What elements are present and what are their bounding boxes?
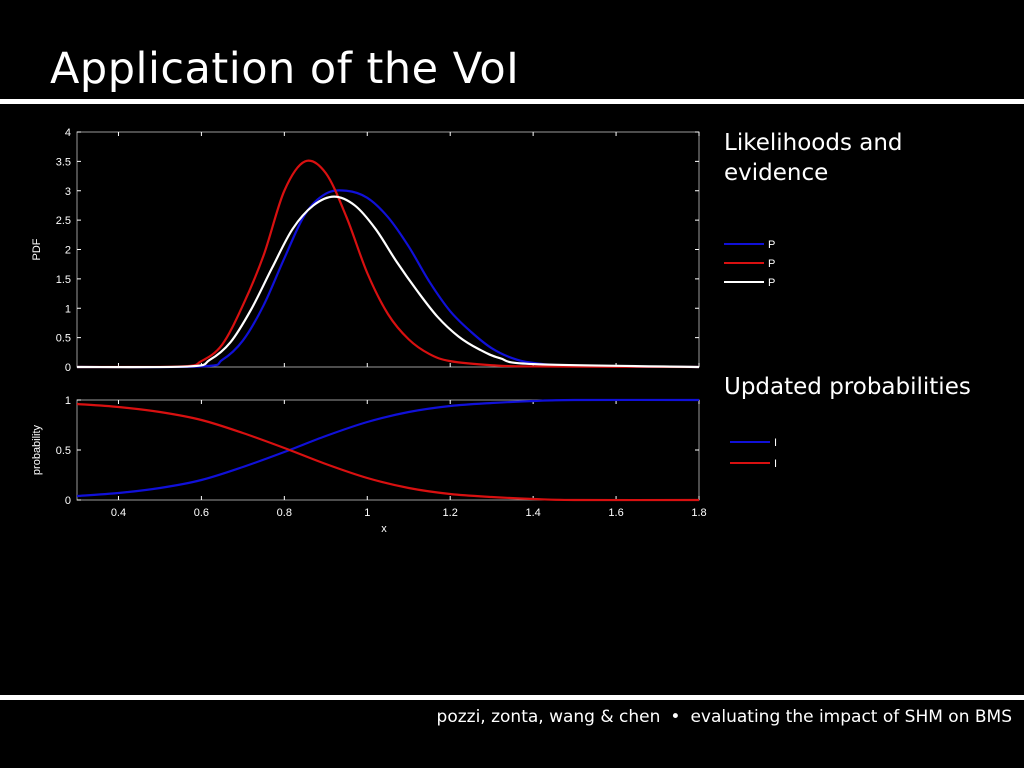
y-tick-label: 3.5 [56,156,71,168]
y-tick-label: 0.5 [56,333,71,345]
probability-plot: 0 0.5 1 0.4 0.6 0.8 1 1.2 1.4 1.6 1.8 probability x [31,395,707,535]
legend-label: I [774,437,777,449]
x-tick-label: 0.4 [111,507,126,519]
chart-area: 0 0.5 1 1.5 2 2.5 3 3.5 4 PDF 0 0.5 1 0.4 0.6 0.8 1 1.2 1… [31,127,777,535]
y-tick-label: 2.5 [56,215,71,227]
updated-probabilities-label: Updated probabilities [724,374,971,400]
bottom-divider [0,695,1024,700]
pdf-legend: PPP [724,239,775,289]
legend-label: P [768,277,775,289]
blue-series-line [76,398,700,498]
pdf-plot: 0 0.5 1 1.5 2 2.5 3 3.5 4 PDF [31,127,700,374]
top-divider [0,99,1024,104]
footer-authors: pozzi, zonta, wang & chen [436,707,661,727]
y-tick-label: 2 [65,245,71,257]
footer: pozzi, zonta, wang & chen • evaluating the… [437,707,1012,727]
x-tick-label: 0.8 [277,507,292,519]
x-tick-label: 1.4 [525,507,540,519]
x-tick-label: 0.6 [194,507,209,519]
x-tick-label: 1 [364,507,370,519]
y-tick-label: 4 [65,127,71,139]
y-axis-label: PDF [31,238,43,260]
white-series-line [76,195,700,369]
y-tick-label: 1 [65,395,71,407]
y-tick-label: 0 [65,362,71,374]
footer-separator: • [670,707,681,727]
blue-series-line [76,189,700,369]
plot-frame [76,399,700,501]
y-axis-label: probability [31,424,43,475]
footer-topic: evaluating the impact of SHM on BMS [690,707,1012,727]
x-tick-label: 1.2 [443,507,458,519]
x-tick-label: 1.8 [691,507,706,519]
y-tick-label: 0.5 [56,445,71,457]
red-series-line [76,402,700,502]
legend-label: I [774,458,777,470]
y-tick-label: 3 [65,186,71,198]
y-tick-label: 1.5 [56,274,71,286]
slide-title: Application of the VoI [50,44,520,94]
likelihoods-label: Likelihoods and evidence [724,130,903,186]
legend-label: P [768,239,775,251]
y-tick-label: 0 [65,495,71,507]
legend-label: P [768,258,775,270]
red-series-line [76,159,700,369]
x-tick-label: 1.6 [608,507,623,519]
y-tick-label: 1 [65,303,71,315]
x-axis-label: x [381,523,387,535]
probability-legend: II [730,437,777,470]
